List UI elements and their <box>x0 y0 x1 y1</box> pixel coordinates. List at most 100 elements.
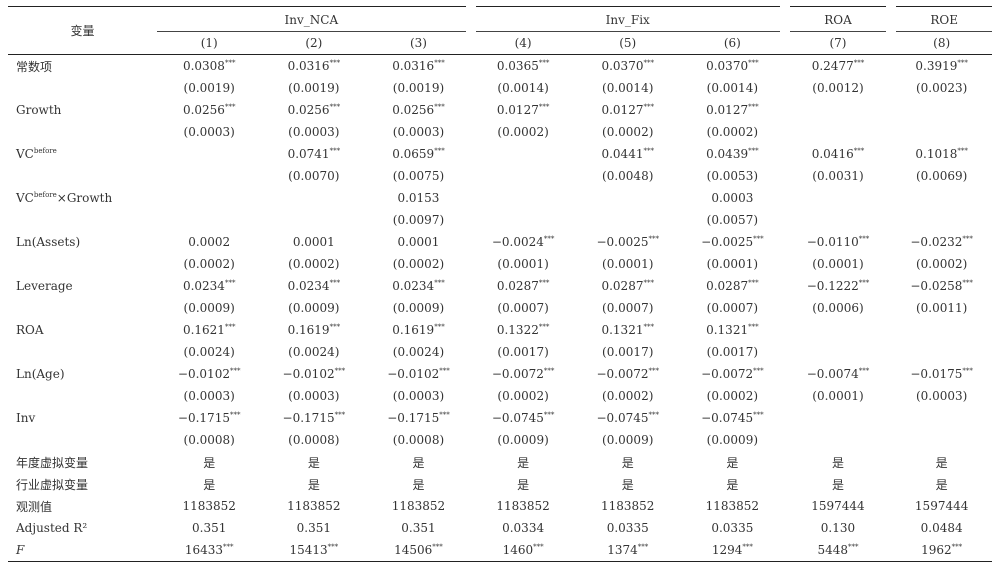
table-header: 变量 Inv_NCA Inv_Fix ROA ROE (1) (2) (3) (… <box>8 6 992 55</box>
table-cell: 0.0370*** <box>706 59 759 73</box>
table-cell <box>471 209 576 231</box>
table-cell: 1597444 <box>914 499 969 513</box>
table-cell: 0.0365*** <box>496 59 550 73</box>
table-cell: (0.0017) <box>497 345 549 359</box>
table-cell: 0.1619*** <box>287 323 341 337</box>
table-cell: 0.0659*** <box>392 147 445 161</box>
table-cell: −0.0745*** <box>491 411 555 425</box>
table-cell: 是 <box>831 477 844 492</box>
table-cell: 0.0003 <box>711 191 754 205</box>
table-cell: 1183852 <box>600 499 655 513</box>
table-cell: (0.0009) <box>183 301 235 315</box>
table-cell: 0.130 <box>820 521 856 535</box>
table-cell: 0.351 <box>296 521 331 535</box>
table-cell: (0.0024) <box>183 345 235 359</box>
table-cell: 是 <box>203 455 216 470</box>
row-label <box>8 297 157 319</box>
table-cell <box>891 99 992 121</box>
table-cell: 0.0741*** <box>287 147 341 161</box>
table-cell: 是 <box>935 477 948 492</box>
table-row: Ln(Assets) 0.0002 0.0001 0.0001 −0.0024*** −0… <box>8 231 992 253</box>
table-cell: (0.0007) <box>497 301 549 315</box>
table-row: VCbefore×Growth 0.0153 0.0003 <box>8 187 992 209</box>
table-cell: (0.0002) <box>706 125 759 139</box>
group-header-inv-nca: Inv_NCA <box>156 6 471 32</box>
table-cell: 0.0316*** <box>392 59 445 73</box>
table-cell: −0.1222*** <box>806 279 870 293</box>
row-label: 常数项 <box>16 59 53 74</box>
row-label <box>8 253 157 275</box>
group-header-roe: ROE <box>886 6 992 32</box>
table-cell: 0.351 <box>192 521 227 535</box>
table-cell: (0.0011) <box>915 301 968 315</box>
table-cell: 是 <box>726 477 739 492</box>
table-cell: (0.0009) <box>288 301 340 315</box>
table-cell: 是 <box>621 477 634 492</box>
table-cell: 1597444 <box>811 499 865 513</box>
row-label: Leverage <box>16 279 73 293</box>
table-cell: (0.0003) <box>392 389 445 403</box>
table-cell: 16433*** <box>184 543 234 557</box>
table-cell: (0.0003) <box>183 389 235 403</box>
table-cell <box>157 165 262 187</box>
table-cell: (0.0024) <box>288 345 340 359</box>
table-cell: (0.0002) <box>915 257 968 271</box>
row-label: 年度虚拟变量 <box>16 455 89 470</box>
table-row: (0.0024) (0.0024) (0.0024) (0.0017) (0.0017)… <box>8 341 992 363</box>
table-cell: (0.0019) <box>392 81 445 95</box>
table-row: 观测值 1183852 1183852 1183852 1183852 1183852 11… <box>8 495 992 517</box>
row-label: ROA <box>16 323 44 337</box>
table-row: Inv −0.1715*** −0.1715*** −0.1715*** −0.0745… <box>8 407 992 429</box>
row-label: 观测值 <box>16 499 53 514</box>
table-row: (0.0009) (0.0009) (0.0009) (0.0007) (0.0007)… <box>8 297 992 319</box>
table-cell: 1962*** <box>921 543 963 557</box>
table-cell: 0.0335 <box>606 521 649 535</box>
table-cell: 0.0001 <box>397 235 440 249</box>
table-cell: (0.0023) <box>915 81 968 95</box>
table-cell: 0.0334 <box>502 521 545 535</box>
table-cell <box>471 187 576 209</box>
table-cell: 14506*** <box>394 543 443 557</box>
row-label: Ln(Age) <box>16 367 65 381</box>
table-cell: (0.0009) <box>706 433 759 447</box>
table-cell: (0.0024) <box>392 345 445 359</box>
table-cell <box>891 407 992 429</box>
table-row: (0.0002) (0.0002) (0.0002) (0.0001) (0.0001)… <box>8 253 992 275</box>
column-header: (3) <box>409 36 427 50</box>
column-header: (7) <box>829 36 847 50</box>
table-cell: 0.0234*** <box>287 279 341 293</box>
table-cell: 5448*** <box>817 543 859 557</box>
table-row: (0.0003) (0.0003) (0.0003) (0.0002) (0.0002)… <box>8 121 992 143</box>
table-cell: 0.351 <box>401 521 436 535</box>
table-cell: 0.1619*** <box>392 323 445 337</box>
table-cell: 0.0439*** <box>706 147 759 161</box>
table-cell <box>157 209 262 231</box>
group-header-inv-fix: Inv_Fix <box>465 6 785 32</box>
column-header: (5) <box>619 36 637 50</box>
table-cell <box>785 319 892 341</box>
table-cell: 1183852 <box>391 499 446 513</box>
table-cell <box>785 341 892 363</box>
table-cell: (0.0001) <box>812 257 864 271</box>
table-cell: (0.0009) <box>392 301 445 315</box>
table-cell: 0.1322*** <box>496 323 550 337</box>
table-cell: −0.0025*** <box>701 235 764 249</box>
table-cell: (0.0014) <box>602 81 654 95</box>
table-cell <box>785 209 892 231</box>
table-cell: 0.0256*** <box>182 103 236 117</box>
table-cell: −0.0072*** <box>491 367 555 381</box>
table-cell: (0.0001) <box>497 257 549 271</box>
row-label: 行业虚拟变量 <box>16 477 89 492</box>
table-row: (0.0019) (0.0019) (0.0019) (0.0014) (0.0014)… <box>8 77 992 99</box>
table-cell: (0.0019) <box>183 81 235 95</box>
table-cell: 1294*** <box>711 543 753 557</box>
table-cell: (0.0053) <box>706 169 759 183</box>
table-cell <box>891 341 992 363</box>
table-cell: 0.1621*** <box>182 323 236 337</box>
table-cell: (0.0031) <box>812 169 864 183</box>
table-cell <box>262 187 367 209</box>
variable-header: 变量 <box>8 6 157 55</box>
table-cell: 0.0335 <box>711 521 754 535</box>
table-cell: 0.0127*** <box>601 103 654 117</box>
table-cell: (0.0009) <box>602 433 654 447</box>
